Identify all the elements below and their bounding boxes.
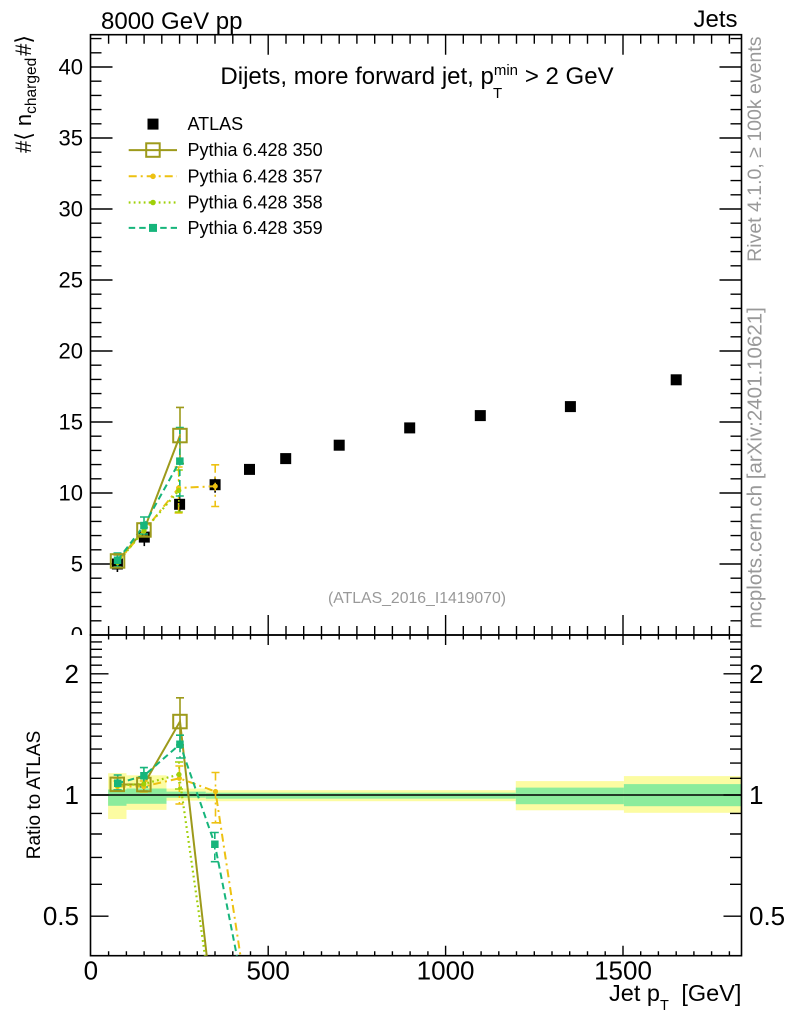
svg-text:ATLAS: ATLAS: [188, 114, 244, 134]
svg-text:0.5: 0.5: [43, 901, 79, 931]
svg-text:20: 20: [59, 339, 83, 364]
svg-text:Jets: Jets: [693, 6, 737, 33]
svg-text:30: 30: [59, 197, 83, 222]
svg-text:0: 0: [71, 623, 83, 648]
svg-text:35: 35: [59, 126, 83, 151]
svg-text:1000: 1000: [417, 956, 475, 986]
svg-text:1: 1: [65, 780, 79, 810]
svg-text:(ATLAS_2016_I1419070): (ATLAS_2016_I1419070): [328, 590, 506, 607]
svg-text:10: 10: [59, 481, 83, 506]
svg-text:40: 40: [59, 55, 83, 80]
svg-text:Pythia 6.428 358: Pythia 6.428 358: [188, 193, 323, 213]
svg-text:0.5: 0.5: [749, 901, 785, 931]
svg-text:Ratio to ATLAS: Ratio to ATLAS: [24, 731, 45, 860]
svg-text:Pythia 6.428 350: Pythia 6.428 350: [188, 140, 323, 160]
svg-text:Pythia 6.428 359: Pythia 6.428 359: [188, 218, 323, 238]
svg-text:mcplots.cern.ch [arXiv:2401.10: mcplots.cern.ch [arXiv:2401.10621]: [744, 307, 767, 628]
svg-text:#⟨ ncharged#⟩: #⟨ ncharged#⟩: [11, 35, 40, 153]
svg-text:0: 0: [84, 956, 98, 986]
svg-text:Rivet 4.1.0, ≥ 100k events: Rivet 4.1.0, ≥ 100k events: [744, 36, 766, 262]
svg-text:Pythia 6.428 357: Pythia 6.428 357: [188, 166, 323, 186]
svg-text:2: 2: [65, 659, 79, 689]
svg-text:5: 5: [71, 552, 83, 577]
svg-text:1500: 1500: [594, 956, 652, 986]
svg-text:2: 2: [749, 659, 763, 689]
svg-text:8000 GeV pp: 8000 GeV pp: [101, 8, 242, 35]
svg-text:25: 25: [59, 268, 83, 293]
svg-text:15: 15: [59, 410, 83, 435]
svg-text:1: 1: [749, 780, 763, 810]
svg-text:500: 500: [247, 956, 290, 986]
